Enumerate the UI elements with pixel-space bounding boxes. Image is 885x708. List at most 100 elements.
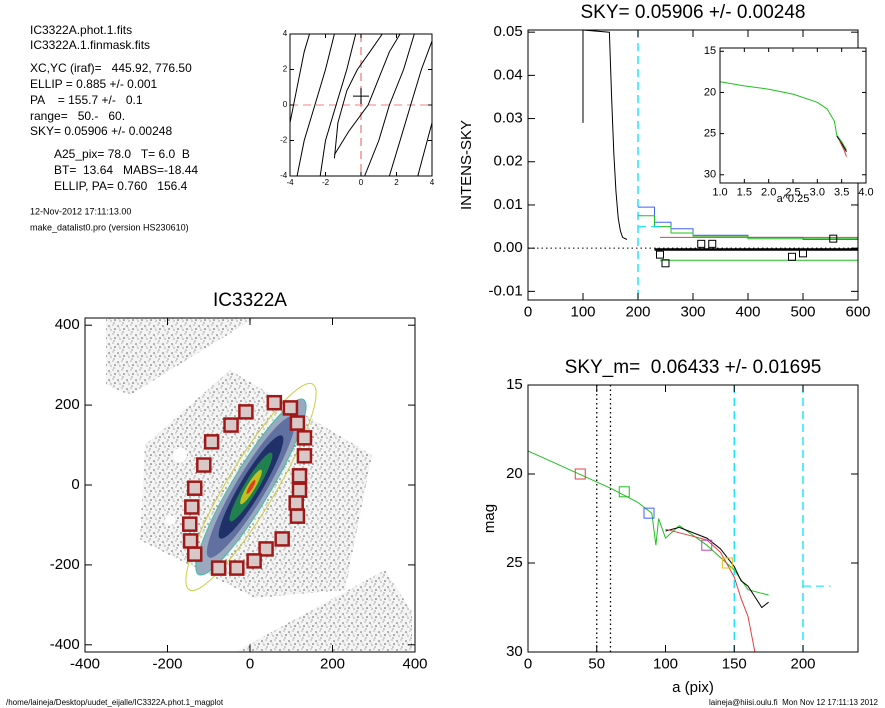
y-tick-label: 0.01 <box>494 196 523 213</box>
info-program: make_datalist0.pro (version HS230610) <box>30 222 189 232</box>
info-line: IC3322A.1.finmask.fits <box>30 38 150 52</box>
sky-box <box>296 448 313 464</box>
info-date: 12-Nov-2012 17:11:13.00 <box>30 206 131 216</box>
sky-box <box>289 508 306 524</box>
y-tick-label: 30 <box>506 643 523 660</box>
profile-line <box>838 139 847 157</box>
profile-line <box>720 81 847 151</box>
isophote <box>246 480 256 494</box>
chart-title: IC3322A <box>213 290 287 311</box>
sky-point <box>661 259 670 268</box>
plot-area <box>290 34 432 176</box>
contour-line <box>290 34 310 123</box>
x-tick-label: 4.0 <box>858 186 873 198</box>
sky-box <box>182 516 198 532</box>
info-line: ELLIP = 0.885 +/- 0.001 <box>30 77 158 91</box>
y-tick-label: 25 <box>506 554 523 571</box>
y-tick-label: 0.02 <box>494 153 523 170</box>
y-tick-label: 400 <box>55 316 80 333</box>
image-strip <box>106 318 255 395</box>
x-tick-label: 50 <box>588 656 605 673</box>
y-tick-label: 30 <box>704 169 716 181</box>
x-axis-label: a (pix) <box>672 679 714 696</box>
y-tick-label: 4 <box>283 29 288 38</box>
chart-contour: -4 -2 0 2 4 -4 -2 0 2 4 <box>280 29 435 187</box>
x-tick-label: 0 <box>246 656 254 673</box>
image-background <box>106 318 412 652</box>
plot-area <box>528 385 831 652</box>
inset-background <box>720 48 866 183</box>
y-tick-label: 15 <box>704 45 716 57</box>
profile-line <box>665 526 769 609</box>
contour-line <box>333 34 383 159</box>
mask-hole <box>173 448 187 462</box>
sky-point <box>618 486 630 498</box>
info-line: range= 50.- 60. <box>30 109 125 123</box>
y-axis-label: mag <box>481 504 498 533</box>
y-tick-label: 0 <box>71 476 79 493</box>
x-tick-label: 4 <box>430 178 435 187</box>
x-tick-label: -4 <box>286 178 294 187</box>
x-tick-label: 400 <box>402 656 427 673</box>
sky-box <box>229 560 245 576</box>
sky-box <box>291 468 308 484</box>
x-tick-label: 1.0 <box>712 186 727 198</box>
y-tick-label: 25 <box>704 128 716 140</box>
sky-box <box>184 499 200 515</box>
mask-hole <box>165 515 175 525</box>
contour-line <box>417 122 432 176</box>
y-tick-label: -200 <box>50 556 80 573</box>
y-tick-label: 0.05 <box>494 23 523 40</box>
y-tick-label: 2 <box>283 65 288 74</box>
chart-scatter: -400 -200 0 200 400 -400 -200 0 200 400 IC3322A <box>50 290 428 673</box>
sky-point <box>643 507 655 519</box>
axes-frame <box>84 317 416 653</box>
sky-point <box>701 539 713 551</box>
x-tick-label: 2.0 <box>761 186 776 198</box>
sky-box <box>258 541 274 557</box>
sky-box <box>223 417 239 433</box>
y-axis-label: INTENS-SKY <box>458 120 475 210</box>
y-tick-label: 20 <box>704 86 716 98</box>
chart-title: SKY_m= 0.06433 +/- 0.01695 <box>565 357 822 378</box>
x-tick-label: 400 <box>735 304 760 321</box>
sky-point <box>656 250 664 259</box>
sky-box <box>196 457 212 473</box>
sky-box <box>210 560 227 576</box>
contour-line <box>388 40 432 176</box>
x-tick-label: -400 <box>70 656 100 673</box>
info-line: XC,YC (iraf)= 445.92, 776.50 <box>30 61 192 75</box>
sky-point <box>829 234 838 243</box>
center-marker <box>353 88 369 105</box>
sky-point <box>697 239 706 248</box>
x-tick-label: 100 <box>653 656 678 673</box>
y-tick-label: 0.00 <box>494 239 523 256</box>
contour-line <box>333 34 401 155</box>
x-tick-label: 600 <box>845 304 870 321</box>
y-tick-label: -0.01 <box>489 282 523 299</box>
sky-box <box>288 495 304 511</box>
axes-frame <box>289 33 433 177</box>
sky-point <box>721 557 733 569</box>
x-tick-label: 200 <box>790 656 815 673</box>
sky-point <box>574 468 586 480</box>
x-tick-label: 200 <box>625 304 650 321</box>
axes-frame <box>527 384 859 653</box>
axes-frame <box>719 47 867 184</box>
x-tick-label: 100 <box>570 304 595 321</box>
x-tick-label: 0 <box>524 304 532 321</box>
sky-box <box>182 533 199 549</box>
sky-box <box>203 434 220 450</box>
sky-point <box>788 252 796 261</box>
x-tick-label: 3.5 <box>834 186 849 198</box>
y-tick-label: 200 <box>55 396 80 413</box>
sky-box <box>291 482 308 498</box>
x-tick-label: 1.5 <box>737 186 752 198</box>
contour-line <box>364 34 415 176</box>
chart-line: 0 100 200 300 400 500 600 -0.01 0.00 0.01 0.02 0.03… <box>458 2 871 321</box>
sky-box <box>266 394 283 411</box>
chart-line: 1.0 1.5 2.0 2.5 3.0 3.5 4.0 15 20 25 30 a^0.25 <box>704 45 874 205</box>
y-tick-label: 0 <box>283 100 288 109</box>
y-tick-label: -2 <box>280 136 288 145</box>
